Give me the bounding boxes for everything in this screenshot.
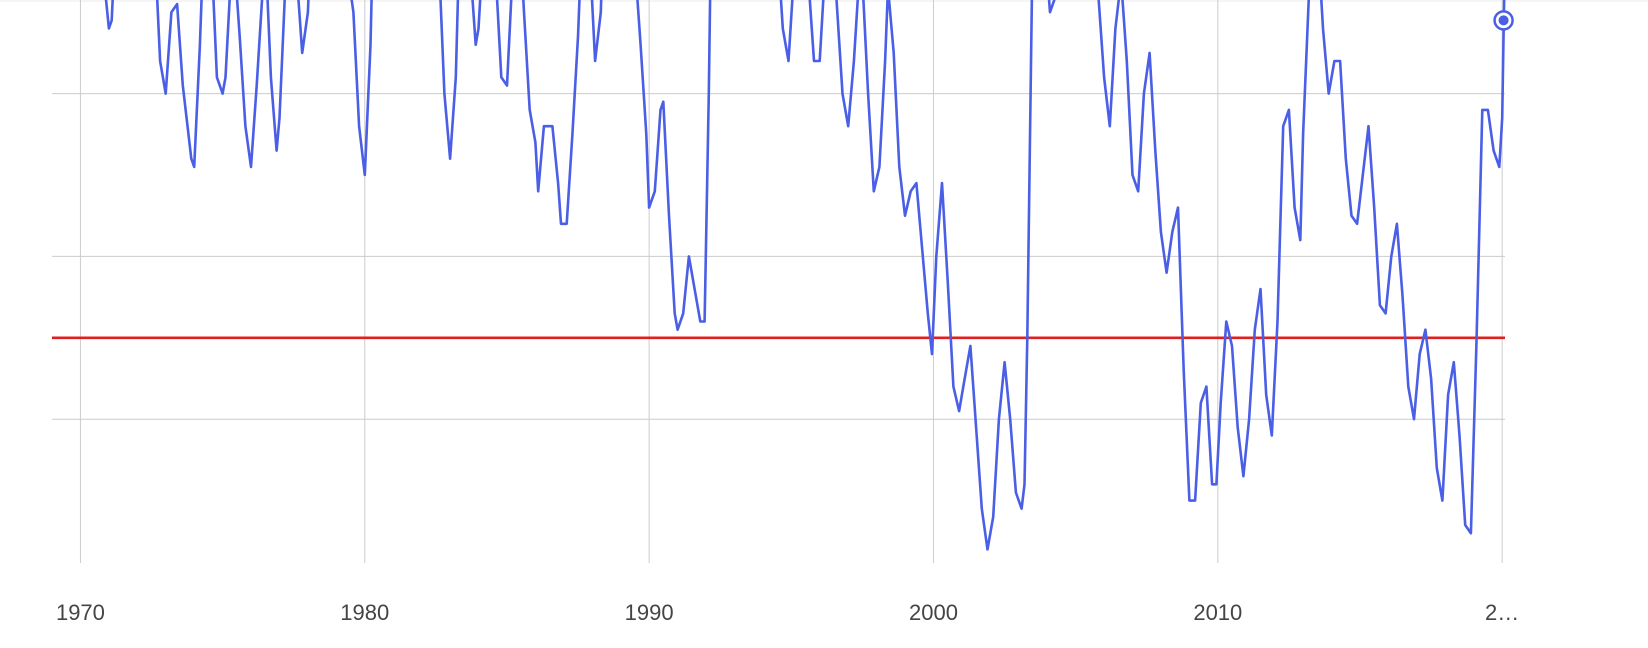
x-axis-tick-labels: 1970 1980 1990 2000 2010 2… <box>56 600 1519 625</box>
series-layer <box>104 0 1506 551</box>
x-tick-label-2: 1990 <box>625 600 674 625</box>
x-tick-label-0: 1970 <box>56 600 105 625</box>
series-line-0 <box>104 0 1506 551</box>
x-tick-label-3: 2000 <box>909 600 958 625</box>
gridlines <box>52 0 1505 563</box>
x-tick-label-4: 2010 <box>1193 600 1242 625</box>
x-tick-label-1: 1980 <box>340 600 389 625</box>
x-tick-label-5: 2… <box>1485 600 1519 625</box>
marker-dot <box>1498 15 1509 26</box>
marker-layer <box>1493 10 1514 31</box>
